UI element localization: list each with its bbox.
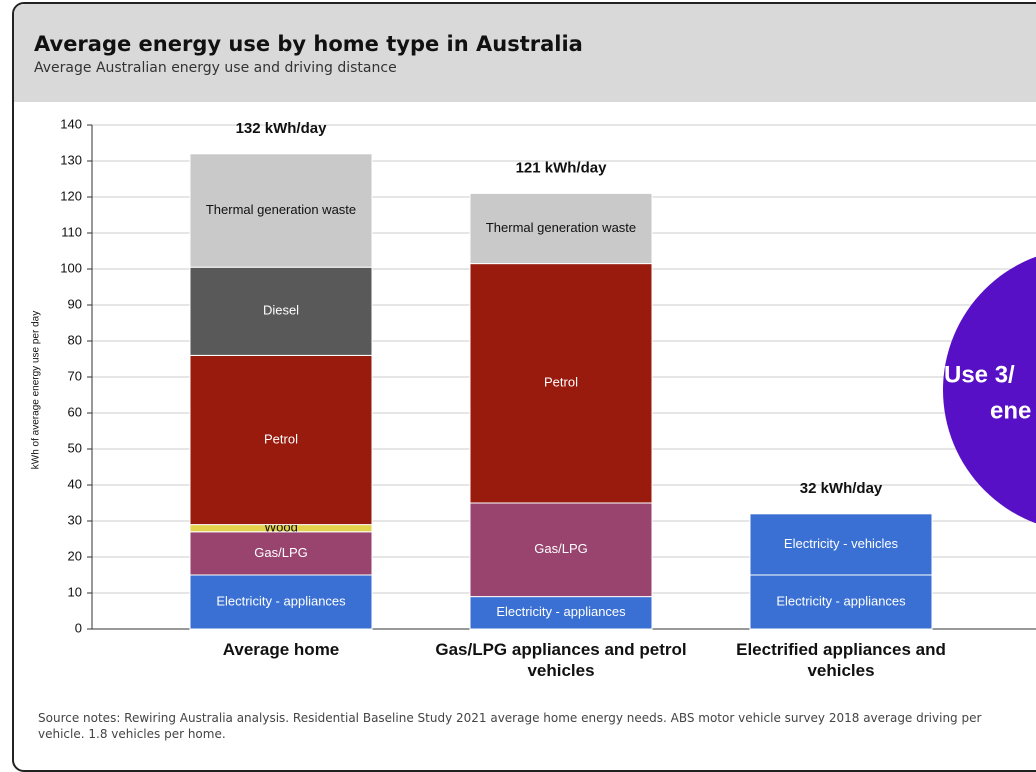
y-tick-label: 100 xyxy=(60,260,82,275)
y-tick-label: 110 xyxy=(61,224,82,239)
callout-text: Use 3/ xyxy=(944,361,1015,388)
segment-label: Thermal generation waste xyxy=(486,220,636,235)
bar-segment xyxy=(749,513,933,576)
bar-segment xyxy=(189,574,373,630)
segment-label: Electricity - appliances xyxy=(496,604,626,619)
chart-title: Average energy use by home type in Austr… xyxy=(34,32,583,56)
x-tick-label: Electrified appliances and vehicles xyxy=(736,640,946,680)
segment-label: Electricity - appliances xyxy=(216,593,346,608)
segment-label: Gas/LPG xyxy=(534,541,587,556)
total-label: 32 kWh/day xyxy=(800,480,883,497)
bar-segment xyxy=(189,354,373,526)
y-axis-label: kWh of average energy use per day xyxy=(31,311,42,469)
y-tick-label: 70 xyxy=(68,368,82,383)
total-label: 132 kWh/day xyxy=(236,120,328,137)
y-tick-label: 60 xyxy=(68,404,82,419)
x-tick-label: Gas/LPG appliances and petrol vehicles xyxy=(435,640,687,680)
segment-label: Electricity - vehicles xyxy=(784,536,899,551)
header: Average energy use by home type in Austr… xyxy=(14,4,1036,102)
y-tick-label: 90 xyxy=(68,296,82,311)
callout-text: ene xyxy=(990,397,1031,424)
y-tick-label: 20 xyxy=(68,548,82,563)
bar-segment xyxy=(189,153,373,268)
y-tick-label: 120 xyxy=(60,188,82,203)
segment-label: Electricity - appliances xyxy=(776,593,906,608)
segment-label: Thermal generation waste xyxy=(206,202,356,217)
callout-circle xyxy=(943,256,1036,524)
segment-label: Petrol xyxy=(264,431,298,446)
chart-subtitle: Average Australian energy use and drivin… xyxy=(34,60,397,76)
card: Average energy use by home type in Austr… xyxy=(12,2,1036,772)
segment-label: Gas/LPG xyxy=(254,545,307,560)
y-tick-label: 10 xyxy=(68,584,82,599)
total-label: 121 kWh/day xyxy=(516,159,608,176)
bar-segment xyxy=(469,192,653,265)
bar-segment xyxy=(189,266,373,356)
y-tick-label: 50 xyxy=(68,440,82,455)
x-tick-label: Average home xyxy=(222,640,340,659)
y-tick-label: 140 xyxy=(60,116,82,131)
y-tick-label: 130 xyxy=(60,152,82,167)
bar-segment xyxy=(749,574,933,630)
bar-segment xyxy=(469,502,653,598)
bar-segment xyxy=(469,263,653,504)
segment-label: Diesel xyxy=(263,303,299,318)
y-tick-label: 30 xyxy=(68,512,82,527)
bar-segment xyxy=(189,531,373,576)
y-tick-label: 0 xyxy=(75,620,82,635)
y-tick-label: 80 xyxy=(68,332,82,347)
segment-label: Petrol xyxy=(544,375,578,390)
source-note: Source notes: Rewiring Australia analysi… xyxy=(38,711,982,741)
y-tick-label: 40 xyxy=(68,476,82,491)
